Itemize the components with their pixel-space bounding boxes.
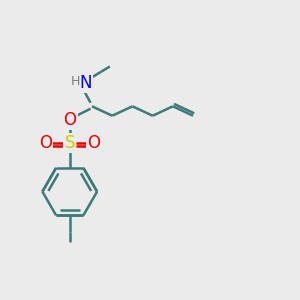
- Text: S: S: [64, 134, 75, 152]
- Text: O: O: [88, 134, 100, 152]
- Text: N: N: [79, 74, 92, 92]
- Text: H: H: [70, 75, 80, 88]
- Text: O: O: [39, 134, 52, 152]
- Text: O: O: [63, 111, 76, 129]
